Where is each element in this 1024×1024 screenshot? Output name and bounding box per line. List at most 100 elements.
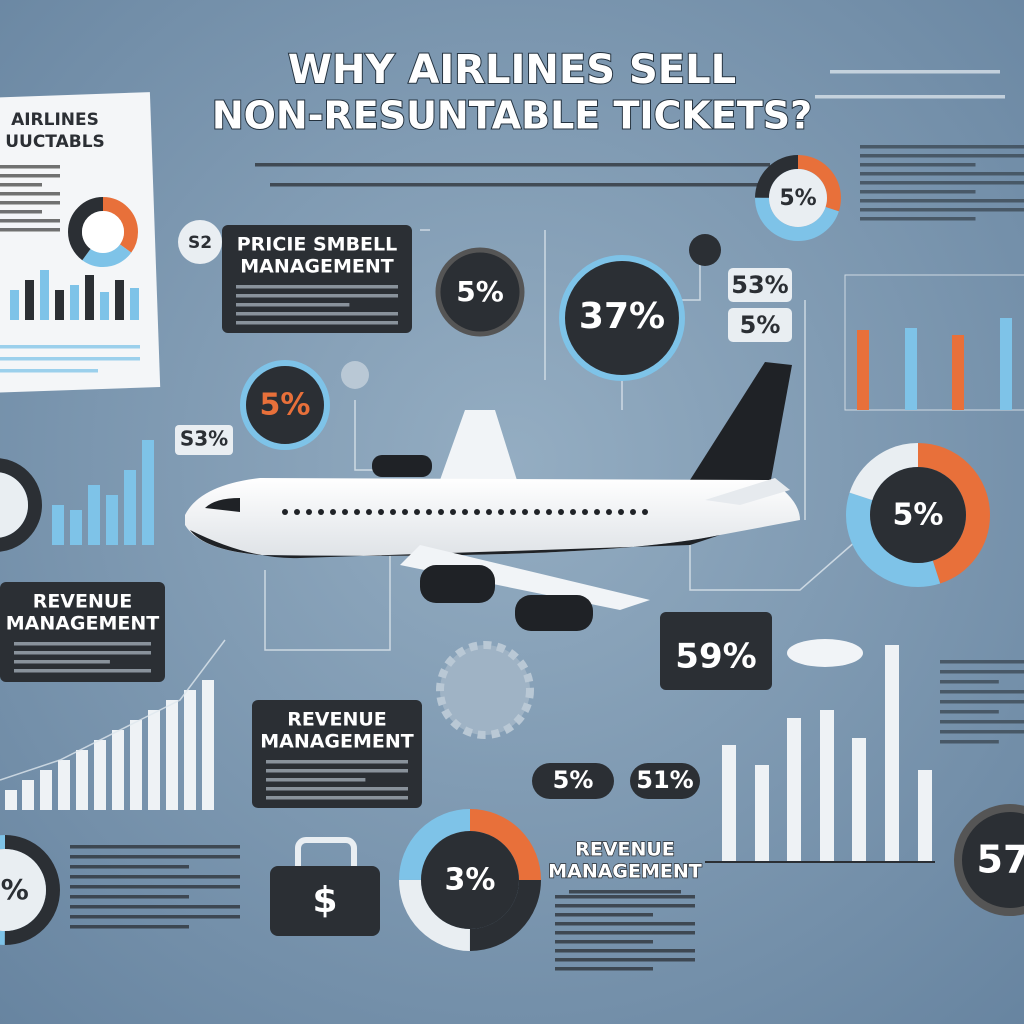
bar bbox=[184, 690, 196, 810]
donut-segment bbox=[68, 197, 138, 267]
filler-text bbox=[236, 321, 398, 325]
filler-text bbox=[0, 228, 60, 232]
label: 5% bbox=[260, 388, 311, 423]
badge bbox=[954, 804, 1024, 916]
badge bbox=[660, 612, 772, 690]
bar bbox=[5, 790, 17, 810]
bar bbox=[1000, 318, 1012, 410]
filler-text bbox=[555, 904, 695, 908]
donut-segment bbox=[0, 458, 42, 552]
filler-text bbox=[14, 660, 110, 664]
label: MANAGEMENT bbox=[6, 613, 160, 635]
label: S2 bbox=[188, 233, 212, 253]
window bbox=[522, 509, 528, 515]
donut-center bbox=[421, 831, 519, 929]
filler-text bbox=[236, 285, 398, 289]
connector bbox=[264, 510, 391, 651]
window bbox=[318, 509, 324, 515]
doc-bar bbox=[85, 275, 94, 320]
engine bbox=[372, 455, 432, 477]
label: MANAGEMENT bbox=[260, 731, 414, 753]
label: 57 bbox=[977, 838, 1024, 882]
filler-text bbox=[860, 181, 1024, 185]
filler-text bbox=[70, 885, 240, 889]
filler-text bbox=[940, 700, 1024, 704]
filler-text bbox=[860, 163, 976, 167]
filler-text bbox=[860, 190, 976, 194]
donut-center bbox=[0, 849, 46, 931]
label: 5% bbox=[0, 873, 29, 906]
badge bbox=[559, 255, 685, 381]
filler-text bbox=[860, 217, 976, 221]
filler-text bbox=[14, 651, 151, 655]
window bbox=[426, 509, 432, 515]
filler-text bbox=[555, 913, 653, 917]
filler-text bbox=[940, 730, 1024, 734]
window bbox=[294, 509, 300, 515]
window bbox=[642, 509, 648, 515]
bar bbox=[88, 485, 100, 545]
bar bbox=[130, 720, 142, 810]
doc-bar bbox=[25, 280, 34, 320]
label: REVENUE bbox=[287, 709, 387, 731]
label: UUCTABLS bbox=[5, 132, 105, 152]
window bbox=[486, 509, 492, 515]
filler-text bbox=[860, 172, 1024, 176]
connector bbox=[0, 639, 226, 781]
label: 5% bbox=[456, 275, 504, 308]
filler-text bbox=[266, 760, 408, 764]
wing bbox=[440, 410, 520, 490]
label: 53% bbox=[731, 271, 788, 299]
donut-segment bbox=[68, 197, 138, 267]
bar bbox=[58, 760, 70, 810]
icon bbox=[341, 361, 369, 389]
filler-text bbox=[270, 183, 765, 187]
label: MANAGEMENT bbox=[240, 256, 394, 278]
filler-text bbox=[0, 174, 60, 178]
filler-text bbox=[815, 95, 1005, 99]
bar bbox=[202, 680, 214, 810]
bar bbox=[94, 740, 106, 810]
bar bbox=[787, 718, 801, 862]
chart-frame bbox=[844, 274, 1024, 411]
filler-text bbox=[0, 357, 140, 361]
icon bbox=[689, 234, 721, 266]
window bbox=[474, 509, 480, 515]
doc-bar bbox=[55, 290, 64, 320]
filler-text bbox=[70, 925, 189, 929]
filler-text bbox=[0, 219, 60, 223]
window bbox=[450, 509, 456, 515]
label: 51% bbox=[636, 766, 693, 794]
doc-bar bbox=[70, 285, 79, 320]
card bbox=[0, 582, 165, 682]
bar bbox=[952, 335, 964, 410]
filler-text bbox=[0, 192, 60, 196]
bar bbox=[885, 645, 899, 862]
window bbox=[498, 509, 504, 515]
donut-center bbox=[0, 472, 28, 538]
badge bbox=[240, 360, 330, 450]
window bbox=[438, 509, 444, 515]
filler-text bbox=[266, 778, 366, 782]
filler-text bbox=[860, 208, 1024, 212]
donut-segment bbox=[399, 809, 541, 951]
doc-bar bbox=[115, 280, 124, 320]
doc-bar bbox=[130, 288, 139, 320]
filler-text bbox=[940, 660, 1024, 664]
filler-text bbox=[860, 154, 1024, 158]
bar bbox=[22, 780, 34, 810]
window bbox=[630, 509, 636, 515]
filler-text bbox=[14, 669, 151, 673]
filler-text bbox=[0, 369, 98, 373]
window bbox=[510, 509, 516, 515]
window bbox=[354, 509, 360, 515]
doc-bar bbox=[100, 292, 109, 320]
badge bbox=[728, 308, 792, 342]
badge bbox=[532, 763, 614, 799]
filler-text bbox=[940, 670, 1024, 674]
filler-text bbox=[860, 199, 1024, 203]
window bbox=[342, 509, 348, 515]
window bbox=[618, 509, 624, 515]
window bbox=[462, 509, 468, 515]
donut-center bbox=[769, 169, 827, 227]
